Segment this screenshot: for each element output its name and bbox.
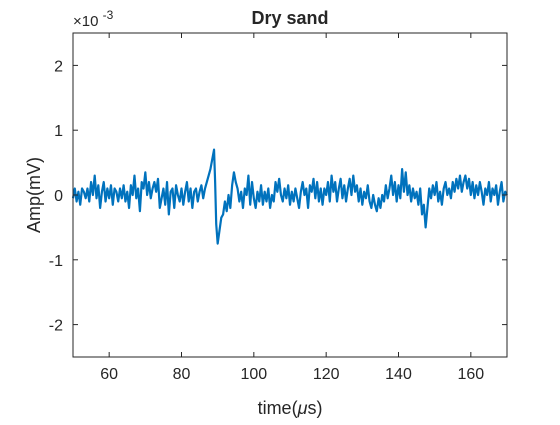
y-tick-label: -2 (49, 318, 63, 335)
plot-box (72, 32, 508, 358)
x-tick-label: 80 (173, 366, 191, 383)
y-axis-label: Amp(mV) (24, 157, 44, 233)
x-tick-label: 140 (385, 366, 412, 383)
x-tick-label: 120 (313, 366, 340, 383)
y-exponent-power: -3 (103, 8, 114, 22)
y-tick-label: -1 (49, 253, 63, 270)
y-exponent-label: ×10 -3 (73, 8, 114, 30)
y-tick-label: 2 (54, 58, 63, 75)
x-tick-label: 100 (240, 366, 267, 383)
x-tick-label: 60 (100, 366, 118, 383)
y-exponent-times: ×10 (73, 13, 98, 30)
x-axis-label-mu: μ (297, 398, 308, 418)
y-tick-label: 1 (54, 123, 63, 140)
x-axis-label: time(μs) (258, 398, 323, 418)
x-axis-label-text: time( (258, 398, 298, 418)
series-layer (71, 148, 508, 245)
y-tick-label: 0 (54, 188, 63, 205)
chart-title: Dry sand (251, 8, 328, 28)
x-axis-label-end: s) (307, 398, 322, 418)
series-line (71, 148, 508, 245)
x-tick-label: 160 (457, 366, 484, 383)
ticks-layer: 60 80 100 120 140 160 -2 -1 0 1 2 (49, 33, 507, 383)
